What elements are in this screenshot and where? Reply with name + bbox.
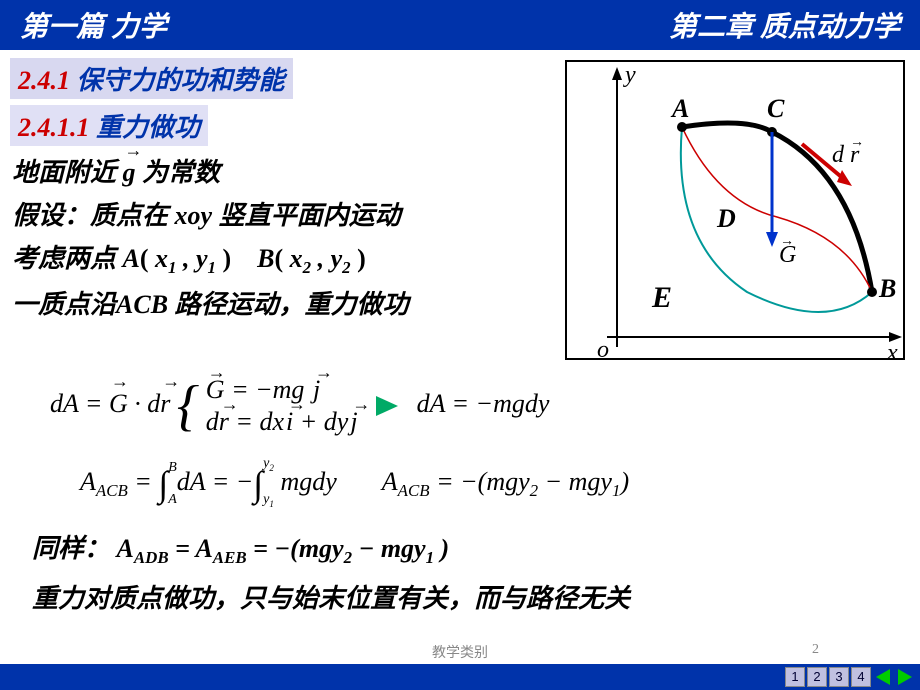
line-4: 一质点沿ACB 路径运动，重力做功: [12, 284, 560, 321]
svg-text:A: A: [670, 94, 689, 123]
watermark: 教学类别 2: [432, 642, 488, 662]
content-area: 2.4.1 保守力的功和势能 2.4.1.1 重力做功 地面附近 g 为常数 假…: [0, 50, 560, 321]
implies-arrow: [376, 396, 398, 416]
svg-text:x: x: [886, 340, 898, 362]
eq-dA-result: dA = −mgdy: [417, 389, 550, 418]
line-3: 考虑两点 A( x1 , y1 ) B( x2 , y2 ): [12, 238, 560, 278]
line-1: 地面附近 g 为常数: [12, 152, 560, 189]
svg-text:o: o: [597, 337, 609, 362]
page-btn-4[interactable]: 4: [851, 667, 871, 687]
eq-integral: AACB = ∫BAdA = −∫y2y1 mgdy AACB = −(mgy2…: [80, 448, 900, 520]
header-right: 第二章 质点动力学: [669, 5, 900, 45]
section-title: 2.4.1 保守力的功和势能: [10, 58, 293, 99]
footer-bar: 1 2 3 4: [0, 664, 920, 690]
line-2: 假设：质点在 xoy 竖直平面内运动: [12, 195, 560, 232]
header-bar: 第一篇 力学 第二章 质点动力学: [0, 0, 920, 50]
svg-text:D: D: [716, 204, 736, 233]
eq-dA: dA = G · dr { G = −mg j dr = dxi + dyj d…: [50, 374, 900, 438]
page-btn-1[interactable]: 1: [785, 667, 805, 687]
diagram-svg: y x o A C B D E G → d r →: [567, 62, 907, 362]
subsection-text: 重力做功: [96, 113, 200, 142]
section-number: 2.4.1: [18, 66, 70, 95]
next-button[interactable]: [895, 667, 915, 687]
section-text: 保守力的功和势能: [77, 66, 285, 95]
svg-text:→: →: [780, 234, 794, 249]
page-btn-2[interactable]: 2: [807, 667, 827, 687]
equation-block: dA = G · dr { G = −mg j dr = dxi + dyj d…: [20, 370, 900, 615]
physics-diagram: y x o A C B D E G → d r →: [565, 60, 905, 360]
line-6: 重力对质点做功，只与始末位置有关，而与路径无关: [32, 578, 900, 615]
point-a: A( x1 , y1 ): [123, 244, 232, 273]
svg-text:y: y: [623, 62, 636, 88]
prev-button[interactable]: [873, 667, 893, 687]
subsection-title: 2.4.1.1 重力做功: [10, 105, 208, 146]
page-btn-3[interactable]: 3: [829, 667, 849, 687]
header-left: 第一篇 力学: [20, 5, 167, 45]
svg-text:B: B: [878, 274, 896, 303]
line-5: 同样： AADB = AAEB = −(mgy2 − mgy1 ): [32, 528, 900, 568]
subsection-number: 2.4.1.1: [18, 113, 90, 142]
svg-text:E: E: [651, 281, 672, 314]
point-b: B( x2 , y2 ): [257, 244, 366, 273]
svg-text:→: →: [850, 135, 864, 150]
svg-text:C: C: [767, 94, 785, 123]
